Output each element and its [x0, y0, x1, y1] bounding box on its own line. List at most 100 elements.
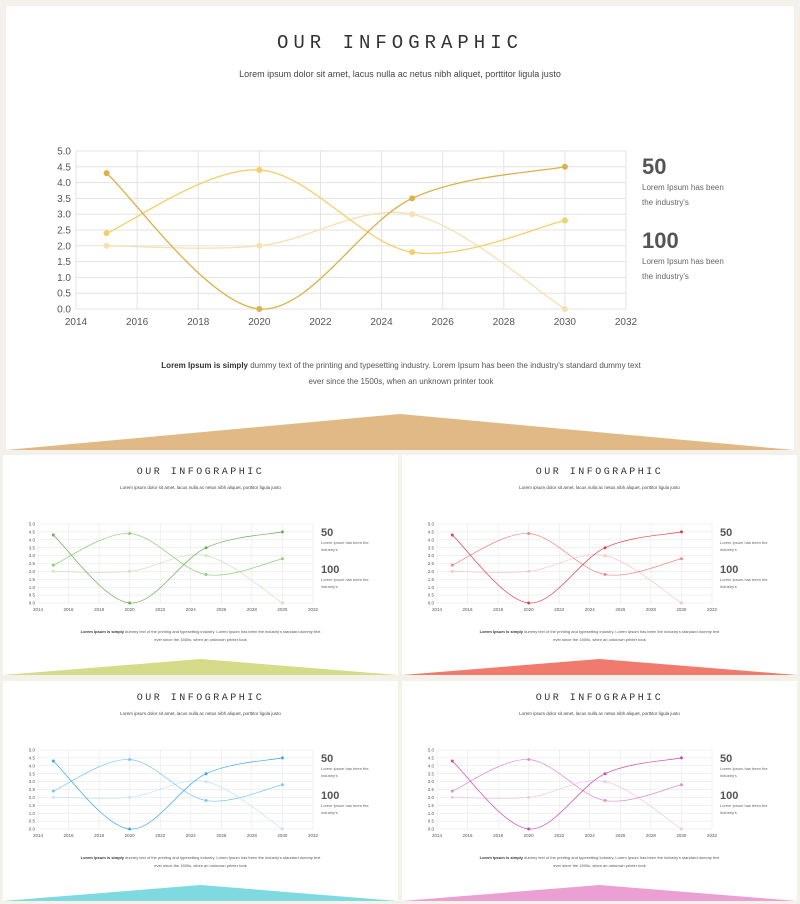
- series-line-2: [452, 533, 682, 576]
- x-tick-label: 2022: [554, 607, 565, 612]
- data-point: [450, 563, 454, 567]
- stat-value: 50: [642, 154, 667, 179]
- x-tick-label: 2028: [247, 833, 258, 838]
- x-tick-label: 2016: [64, 607, 75, 612]
- x-tick-label: 2028: [646, 607, 657, 612]
- y-tick-label: 3.5: [29, 771, 36, 776]
- series-line-2: [53, 533, 283, 576]
- thumbnail-green[interactable]: OUR INFOGRAPHIC Lorem ipsum dolor sit am…: [3, 455, 398, 675]
- y-tick-label: 2.5: [428, 787, 435, 792]
- data-point: [527, 601, 531, 605]
- data-point: [51, 533, 55, 537]
- data-point: [103, 170, 110, 177]
- description-text: dummy text of the printing and typesetti…: [124, 855, 321, 868]
- stat-caption: Lorem Ipsum has been the industry's: [720, 766, 768, 778]
- slide-title: OUR INFOGRAPHIC: [136, 693, 265, 704]
- data-point: [256, 166, 263, 173]
- data-point: [527, 757, 531, 761]
- x-tick-label: 2016: [64, 833, 75, 838]
- data-point: [51, 789, 55, 793]
- stat-caption: Lorem Ipsum has been the industry's: [321, 766, 369, 778]
- y-tick-label: 1.5: [428, 577, 435, 582]
- data-point: [561, 306, 568, 312]
- x-tick-label: 2022: [155, 607, 166, 612]
- data-point: [103, 242, 110, 249]
- stat-caption: Lorem Ipsum has been the industry's: [321, 540, 369, 552]
- x-tick-label: 2030: [554, 317, 577, 328]
- y-tick-label: 4.0: [29, 763, 36, 768]
- x-tick-label: 2020: [524, 607, 535, 612]
- thumbnail-red[interactable]: OUR INFOGRAPHIC Lorem ipsum dolor sit am…: [402, 455, 797, 675]
- stat-value: 50: [720, 753, 733, 765]
- y-tick-label: 4.5: [29, 755, 36, 760]
- y-tick-label: 1.0: [29, 811, 36, 816]
- x-tick-label: 2030: [277, 607, 288, 612]
- y-tick-label: 2.0: [57, 241, 71, 252]
- slide-title: OUR INFOGRAPHIC: [535, 693, 664, 704]
- description: Lorem Ipsum is simply dummy text of the …: [78, 628, 323, 644]
- y-tick-label: 5.0: [428, 522, 435, 527]
- stat-value: 100: [321, 790, 340, 802]
- y-tick-label: 4.5: [428, 755, 435, 760]
- slide-title: OUR INFOGRAPHIC: [276, 32, 524, 54]
- x-tick-label: 2022: [155, 833, 166, 838]
- y-tick-label: 3.0: [428, 553, 435, 558]
- description: Lorem Ipsum is simply dummy text of the …: [78, 854, 323, 870]
- series-line-3: [53, 554, 283, 604]
- y-tick-label: 3.0: [29, 779, 36, 784]
- data-point: [679, 783, 683, 787]
- data-point: [679, 827, 683, 831]
- data-point: [280, 827, 284, 831]
- y-tick-label: 3.5: [428, 771, 435, 776]
- y-tick-label: 0.0: [29, 601, 36, 606]
- data-point: [603, 546, 607, 550]
- data-point: [603, 772, 607, 776]
- data-point: [450, 789, 454, 793]
- x-tick-label: 2024: [585, 833, 596, 838]
- series-line-3: [53, 780, 283, 830]
- x-tick-label: 2020: [524, 833, 535, 838]
- slide-subtitle: Lorem ipsum dolor sit amet, lacus nulla …: [120, 485, 281, 490]
- description-text: dummy text of the printing and typesetti…: [523, 855, 720, 868]
- triangle-accent: [6, 414, 794, 450]
- data-point: [204, 772, 208, 776]
- x-tick-label: 2024: [186, 607, 197, 612]
- stat-value: 100: [321, 564, 340, 576]
- data-point: [679, 530, 683, 534]
- stat-value: 50: [321, 753, 334, 765]
- line-chart: 0.0 0.5 1.0 1.5 2.0 2.5 3.0 3.5 4.0 4.5 5.0 2014 201…: [428, 748, 718, 838]
- data-point: [128, 757, 132, 761]
- series-line-2: [106, 169, 566, 254]
- data-point: [603, 554, 607, 558]
- data-point: [679, 557, 683, 561]
- x-tick-label: 2032: [615, 317, 638, 328]
- x-tick-label: 2018: [94, 607, 105, 612]
- x-tick-label: 2014: [33, 833, 44, 838]
- data-point: [256, 306, 263, 312]
- description: Lorem Ipsum is simply dummy text of the …: [477, 854, 722, 870]
- y-tick-label: 0.0: [428, 601, 435, 606]
- series-line-3: [106, 211, 566, 310]
- stat-block-100: 100 Lorem Ipsum has been the industry's: [321, 564, 371, 590]
- y-tick-label: 0.5: [57, 289, 71, 300]
- y-tick-label: 0.5: [29, 819, 36, 824]
- y-tick-label: 4.5: [29, 529, 36, 534]
- y-tick-label: 1.0: [428, 811, 435, 816]
- x-tick-label: 2026: [216, 833, 227, 838]
- x-tick-label: 2026: [615, 833, 626, 838]
- thumbnail-pink[interactable]: OUR INFOGRAPHIC Lorem ipsum dolor sit am…: [402, 681, 797, 901]
- y-tick-label: 1.5: [428, 803, 435, 808]
- x-tick-label: 2032: [707, 833, 718, 838]
- data-point: [527, 569, 531, 573]
- y-tick-label: 1.5: [29, 577, 36, 582]
- data-point: [679, 601, 683, 605]
- y-tick-label: 2.0: [428, 569, 435, 574]
- x-tick-label: 2014: [65, 317, 88, 328]
- y-tick-label: 3.0: [29, 553, 36, 558]
- y-tick-label: 0.0: [428, 827, 435, 832]
- data-point: [450, 795, 454, 799]
- thumbnail-blue[interactable]: OUR INFOGRAPHIC Lorem ipsum dolor sit am…: [3, 681, 398, 901]
- y-tick-label: 2.0: [29, 569, 36, 574]
- series-line-1: [106, 166, 566, 310]
- y-tick-label: 2.5: [29, 787, 36, 792]
